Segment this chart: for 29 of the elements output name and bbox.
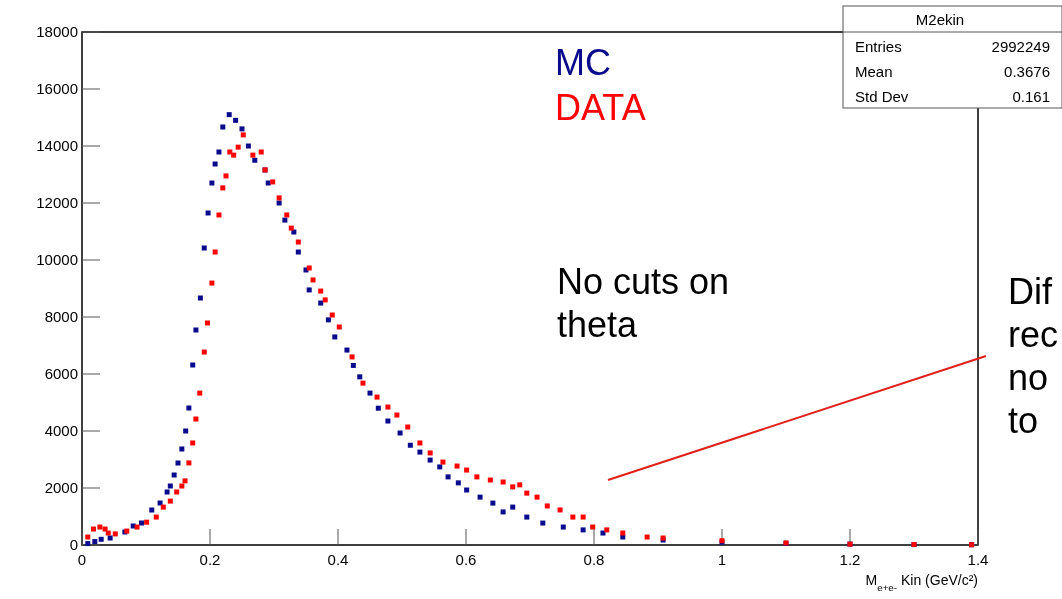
y-tick-label: 12000 [36,194,78,212]
y-tick-label: 4000 [44,422,78,440]
y-tick-label: 14000 [36,137,78,155]
x-tick-label: 1.4 [967,551,989,568]
y-tick-label: 8000 [44,308,78,326]
annotation: Entries [855,38,902,55]
x-tick-label: 1.2 [839,551,861,568]
annotation: Std Dev [855,88,909,105]
text: Dif rec no to [1008,271,1059,441]
y-tick-label: 16000 [36,80,78,98]
text: DATA [555,87,646,128]
x-tick-label: 0.4 [327,551,349,568]
x-tick-label: 1 [717,551,727,568]
annotation: No cuts on theta [557,261,730,345]
annotation: Mean [855,63,893,80]
text: M2ekin [915,11,965,28]
x-axis-title: M$_{e+e-}$ Kin (GeV/c²) [865,572,978,593]
text: MC [555,42,611,83]
x-tick-label: 0.6 [455,551,477,568]
y-tick-label: 18000 [36,23,78,41]
text: 0.161 [1012,88,1050,105]
x-tick-label: 0.8 [583,551,605,568]
y-tick-label: 10000 [36,251,78,269]
text: 2992249 [991,38,1050,55]
text: 0.3676 [1004,63,1050,80]
x-tick-label: 0.2 [199,551,221,568]
y-tick-label: 0 [69,536,78,554]
y-tick-label: 2000 [44,479,78,497]
y-tick-label: 6000 [44,365,78,383]
